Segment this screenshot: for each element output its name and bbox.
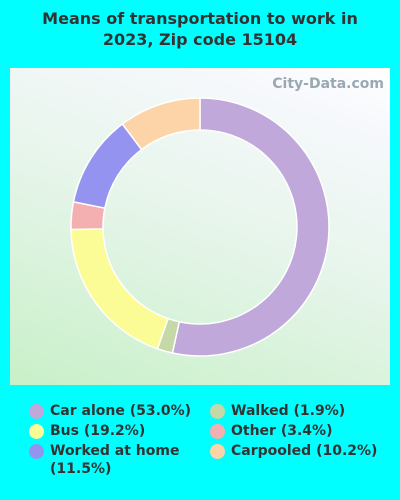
legend-item: Walked (1.9%) (210, 402, 400, 420)
legend-label: Bus (50, 423, 79, 439)
legend-item: Bus (19.2%) (29, 422, 200, 440)
legend-text: Carpooled (10.2%) (231, 442, 400, 460)
legend-value: (19.2%) (83, 423, 146, 439)
watermark: City-Data.com (272, 76, 384, 92)
legend-text: Bus (19.2%) (50, 422, 200, 440)
legend-text: Car alone (53.0%) (50, 402, 200, 420)
legend-value: (3.4%) (280, 423, 333, 439)
legend-item: Worked at home (11.5%) (29, 442, 200, 478)
donut-slice (70, 228, 170, 350)
legend-swatch (29, 404, 44, 419)
legend-item: Carpooled (10.2%) (210, 442, 400, 460)
legend-label: Other (231, 423, 276, 439)
legend-label: Car alone (50, 403, 125, 419)
legend-label: Walked (231, 403, 289, 419)
chart (70, 97, 330, 357)
donut-slice (121, 97, 201, 151)
donut-slice (171, 97, 330, 357)
legend-text: Other (3.4%) (231, 422, 400, 440)
legend-label: Worked at home (50, 443, 180, 459)
legend-swatch (210, 424, 225, 439)
legend-value: (10.2%) (316, 443, 378, 459)
legend-swatch (210, 444, 225, 459)
legend-swatch (29, 444, 44, 459)
legend-value: (11.5%) (50, 461, 112, 477)
legend-label: Carpooled (231, 443, 312, 459)
chart-title: Means of transportation to work in 2023,… (42, 9, 358, 49)
legend-item: Car alone (53.0%) (29, 402, 200, 420)
legend-value: (1.9%) (293, 403, 346, 419)
legend-item: Other (3.4%) (210, 422, 400, 440)
legend-text: Walked (1.9%) (231, 402, 400, 420)
legend-swatch (210, 404, 225, 419)
legend-value: (53.0%) (129, 403, 192, 419)
legend-swatch (29, 424, 44, 439)
legend-text: Worked at home (11.5%) (50, 442, 200, 478)
